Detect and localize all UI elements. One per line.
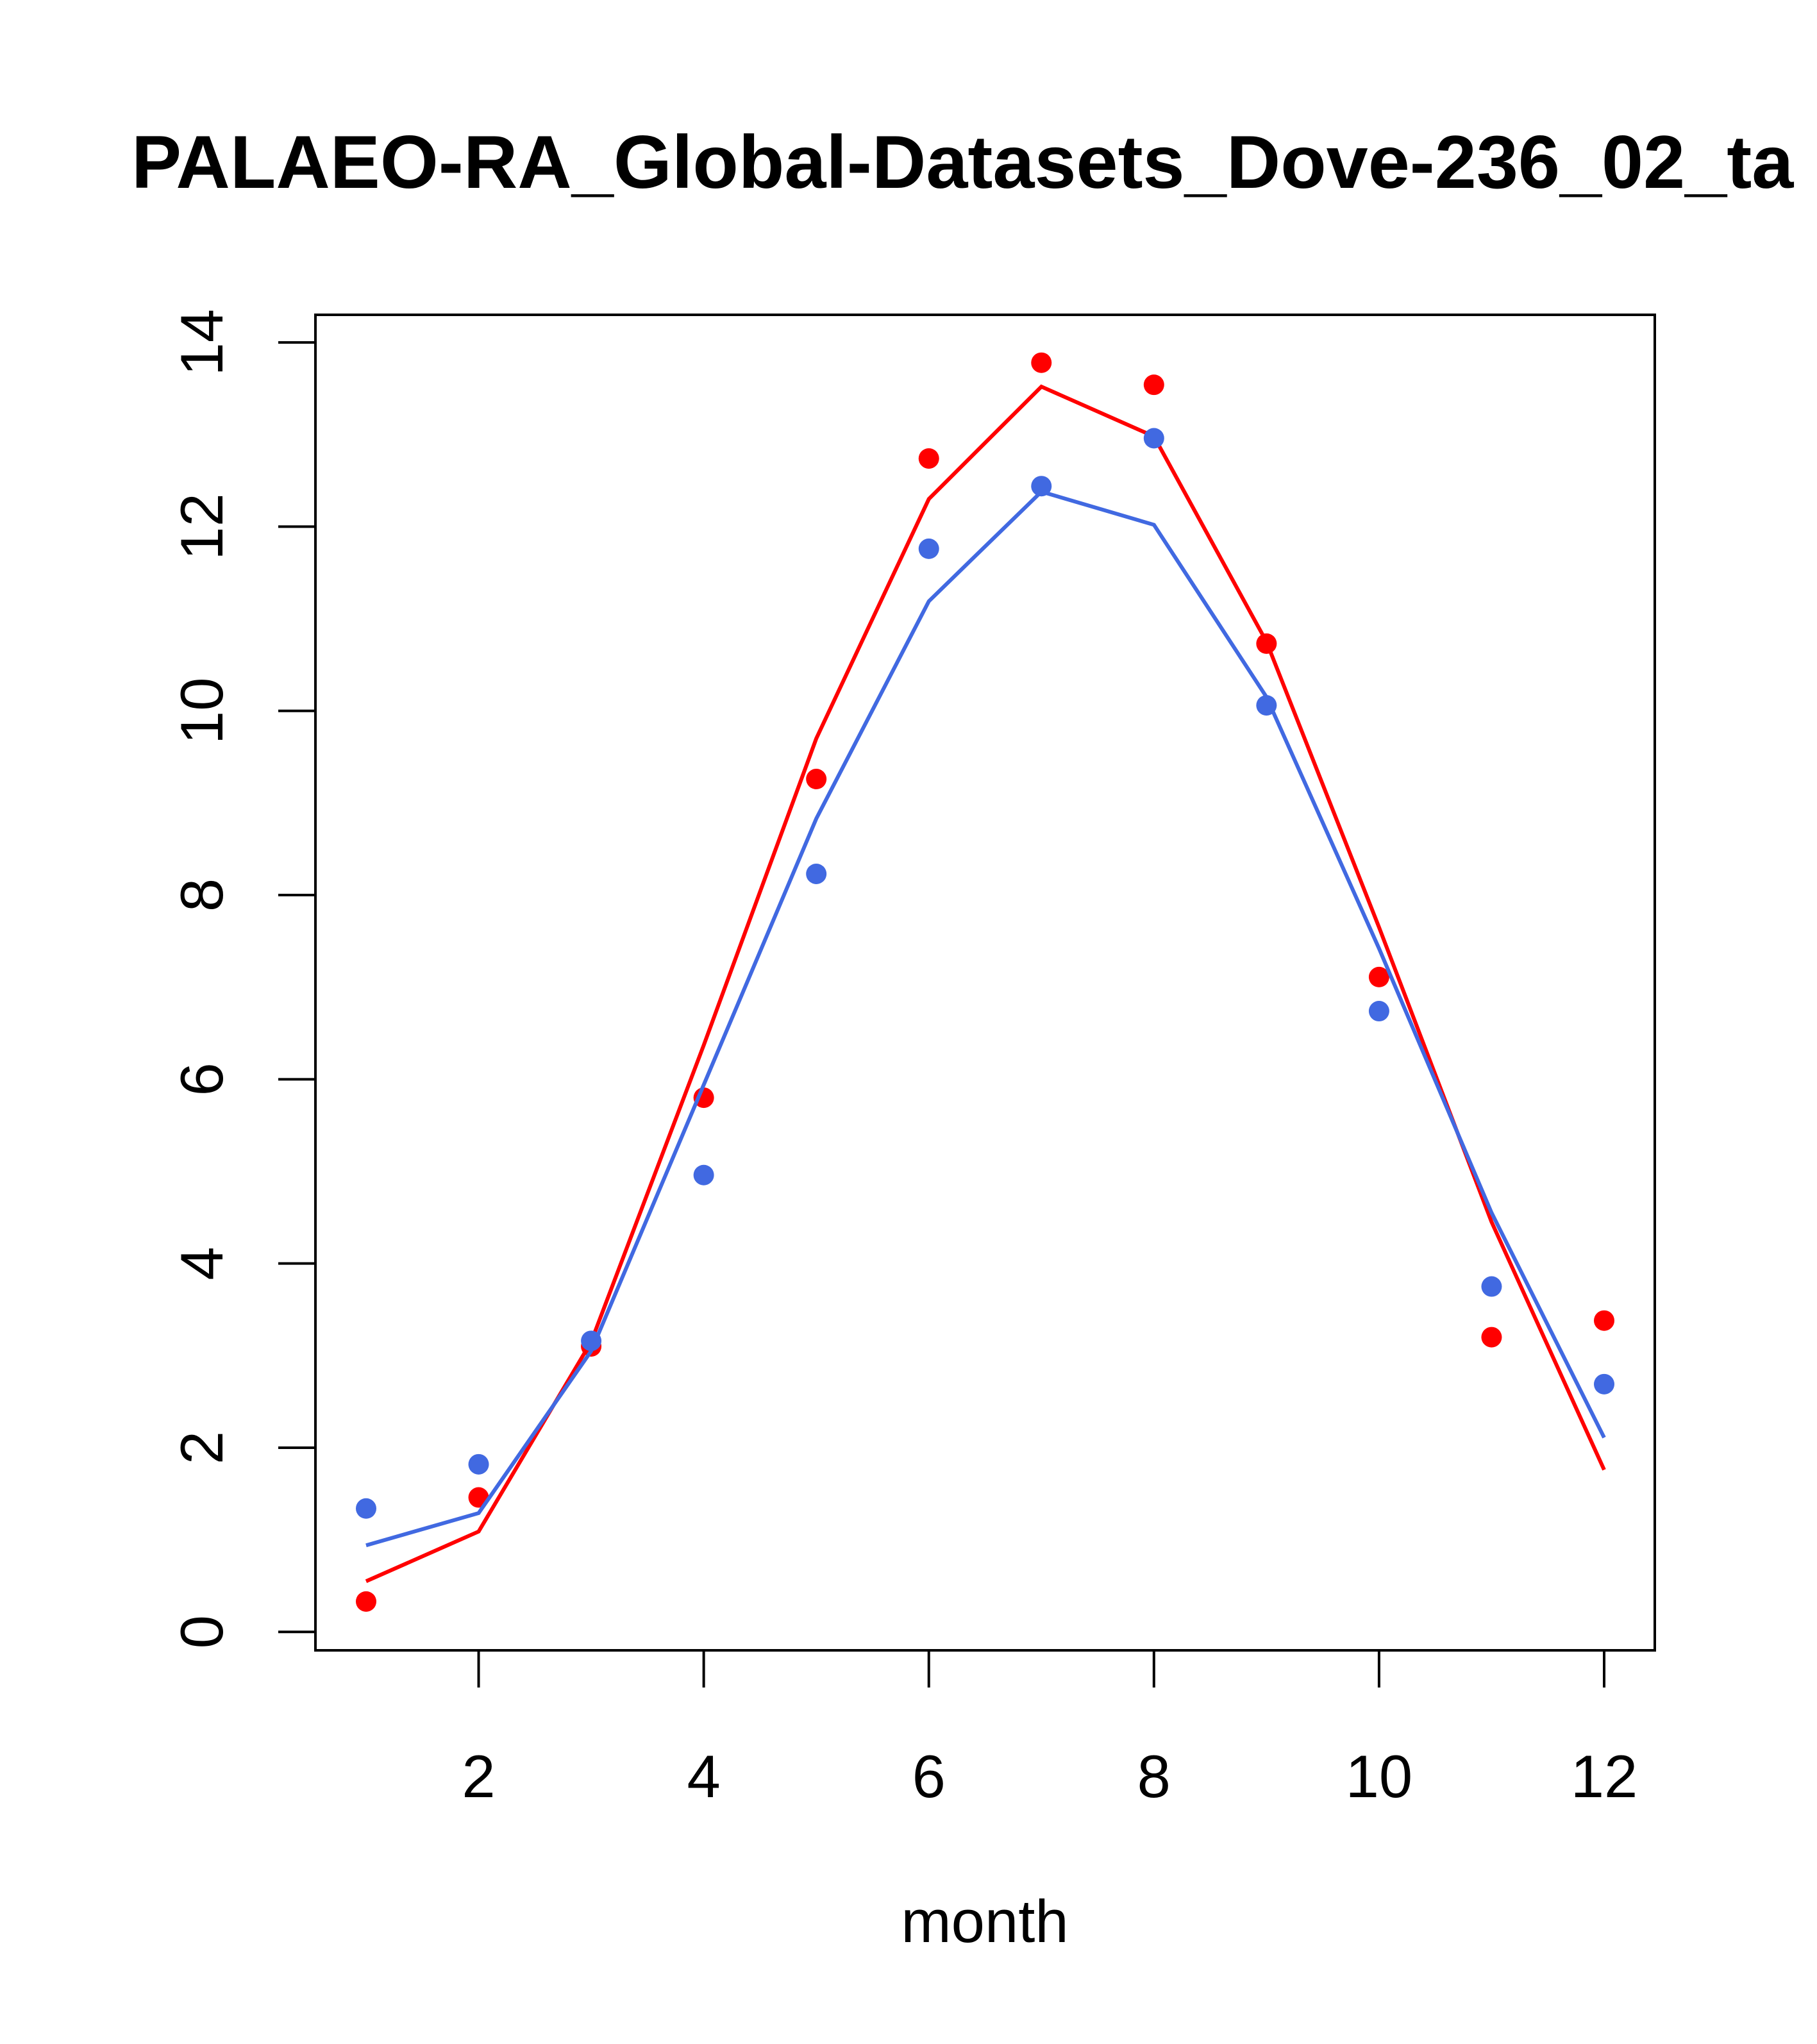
y-tick-label: 10 [168, 677, 235, 744]
series-1-point [1256, 633, 1277, 654]
y-tick-label: 6 [168, 1062, 235, 1096]
series-2-line [365, 489, 1606, 1548]
y-tick-label: 14 [168, 309, 235, 376]
series-2-point [1031, 476, 1052, 497]
axes: 2 4 6 8 10 12 0 2 4 6 8 10 12 14 [168, 309, 1656, 1810]
series-1-point [1594, 1310, 1615, 1331]
series-2-point [468, 1453, 489, 1475]
series-2-point [1143, 428, 1164, 449]
series-1-point [918, 448, 939, 469]
x-tick-label: 10 [1346, 1743, 1413, 1810]
y-tick-label: 2 [168, 1431, 235, 1464]
plot-area [355, 352, 1615, 1612]
series-2-point [1481, 1276, 1502, 1297]
series-2-point [1256, 695, 1277, 716]
plot-frame [314, 314, 1656, 1652]
x-tick-label: 2 [462, 1743, 495, 1810]
series-1-point [806, 769, 827, 790]
y-tick-label: 4 [168, 1247, 235, 1280]
series-2-point [1594, 1373, 1615, 1395]
series-2-point [693, 1164, 714, 1185]
chart-title: PALAEO-RA_Global-Datasets_Dove-236_02_ta [131, 120, 1794, 204]
y-tick-label: 12 [168, 493, 235, 560]
x-tick-label: 4 [687, 1743, 720, 1810]
x-axis-label: month [901, 1888, 1068, 1955]
series-1-point [1031, 352, 1052, 373]
y-tick-label: 0 [168, 1615, 235, 1648]
series-2-point [806, 863, 827, 884]
x-tick-label: 12 [1571, 1743, 1638, 1810]
series-1-point [1143, 374, 1164, 396]
series-2-point [1368, 1001, 1389, 1022]
series-1-point [355, 1591, 376, 1612]
x-tick-label: 8 [1137, 1743, 1171, 1810]
series-2-point [918, 538, 939, 559]
series-1-line [365, 384, 1606, 1584]
series-2-point [355, 1498, 376, 1519]
series-1-point [1368, 966, 1389, 987]
series-1-point [1481, 1327, 1502, 1348]
y-tick-label: 8 [168, 878, 235, 912]
series-2-point [581, 1330, 602, 1352]
x-tick-label: 6 [912, 1743, 946, 1810]
